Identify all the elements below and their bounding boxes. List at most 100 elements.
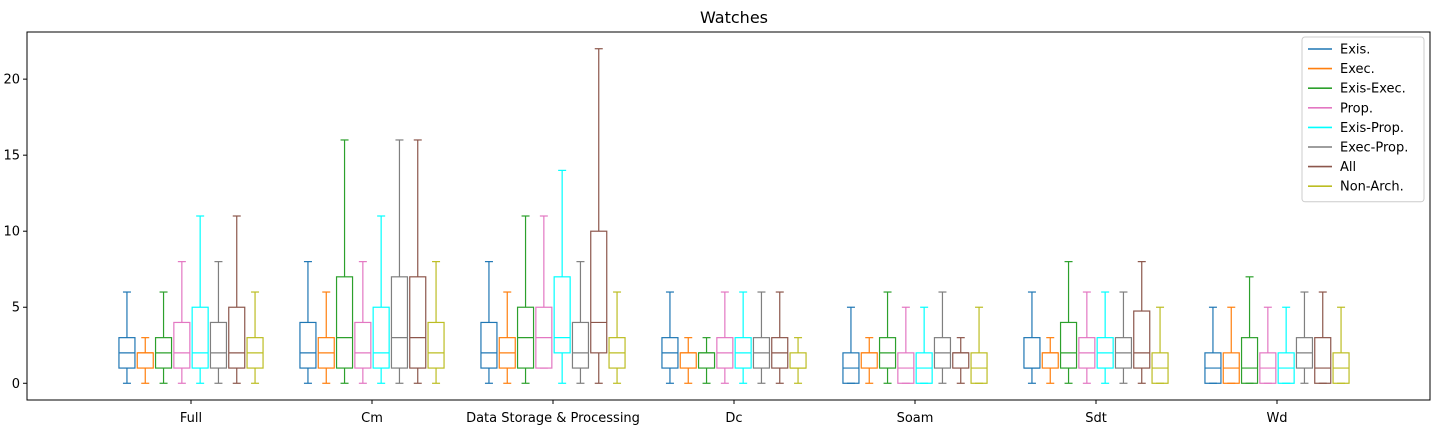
legend-box [1301, 36, 1425, 203]
legend: Exis. Exec. Exis-Exec. Prop. Exis-Prop. Exec-… [1301, 36, 1425, 203]
series-Non-Arch. [246, 261, 1350, 384]
box [1023, 291, 1041, 384]
series-Exis. [118, 261, 1222, 384]
box-body [697, 352, 716, 369]
x-tick-label: Full [180, 411, 202, 426]
box [915, 306, 933, 384]
legend-label: Exis. [1340, 43, 1370, 58]
chart-title: Watches [700, 8, 768, 27]
box-body [860, 352, 878, 369]
box [1222, 306, 1240, 384]
box [409, 139, 427, 384]
box [734, 291, 752, 384]
box [789, 337, 807, 384]
box [299, 261, 317, 384]
box [1041, 337, 1059, 384]
box-body [1059, 321, 1078, 369]
box [590, 48, 608, 384]
box [118, 291, 136, 384]
legend-label: Exec. [1340, 62, 1375, 77]
plot-area [118, 48, 1350, 384]
y-tick-label: 20 [3, 73, 20, 88]
box [897, 306, 915, 384]
y-tick-label: 10 [3, 225, 20, 240]
box [498, 291, 516, 384]
box [842, 306, 860, 384]
box-body [789, 352, 807, 369]
legend-label: Exis-Prop. [1340, 121, 1404, 136]
box [480, 261, 498, 384]
box [1295, 291, 1314, 384]
y-tick-label: 15 [3, 149, 20, 164]
box-body [209, 321, 228, 369]
x-tick-label: Data Storage & Processing [466, 411, 640, 426]
box [516, 215, 535, 384]
box [933, 291, 952, 384]
series-Prop. [173, 215, 1277, 384]
box-body [409, 276, 427, 369]
box-body [136, 352, 154, 369]
box-body [679, 352, 697, 369]
box-body [299, 321, 317, 369]
y-tick-label: 5 [12, 301, 20, 316]
box [372, 215, 390, 384]
box [716, 291, 734, 384]
box [228, 215, 246, 384]
box-body [228, 306, 246, 369]
box [1314, 291, 1332, 384]
box [1332, 306, 1350, 384]
axes: 0 5 10 15 20 Full Cm Data Storage & Processing D… [3, 31, 1431, 426]
box [136, 337, 154, 384]
box [1151, 306, 1169, 384]
box [1114, 291, 1133, 384]
y-tick-label: 0 [12, 377, 20, 392]
x-tick-label: Sdt [1085, 411, 1107, 426]
box [1277, 306, 1295, 384]
box [1133, 261, 1151, 384]
box-body [952, 352, 970, 369]
box [860, 337, 878, 384]
box [1078, 291, 1096, 384]
box-body [571, 321, 590, 369]
x-tick-label: Dc [725, 411, 742, 426]
box-body [1041, 352, 1059, 369]
box [608, 291, 626, 384]
box-body [590, 230, 608, 354]
x-tick-label: Soam [897, 411, 934, 426]
x-tick-label: Cm [361, 411, 383, 426]
box-body [427, 321, 445, 369]
box [354, 261, 372, 384]
box [209, 261, 228, 384]
box [679, 337, 697, 384]
box [154, 291, 173, 384]
box [246, 291, 264, 384]
legend-label: Non-Arch. [1340, 180, 1404, 195]
legend-label: Prop. [1340, 101, 1373, 116]
box [173, 261, 191, 384]
box [1259, 306, 1277, 384]
x-tick-label: Wd [1266, 411, 1287, 426]
series-All [228, 48, 1332, 384]
box [1240, 276, 1259, 384]
box-body [191, 306, 209, 369]
box [697, 337, 716, 384]
series-Exec-Prop. [209, 139, 1314, 384]
box [661, 291, 679, 384]
box-body [1240, 337, 1259, 384]
series-Exis-Exec. [154, 139, 1259, 384]
axes-frame [26, 31, 1431, 401]
box [390, 139, 409, 384]
box-body [390, 276, 409, 369]
box-body [480, 321, 498, 369]
series-Exis-Prop. [191, 169, 1295, 384]
box [191, 215, 209, 384]
box-body [1023, 337, 1041, 369]
box [427, 261, 445, 384]
box [878, 291, 897, 384]
box-body [372, 306, 390, 369]
box [752, 291, 771, 384]
box-body [335, 276, 354, 369]
legend-label: All [1340, 160, 1356, 175]
box-body [173, 321, 191, 369]
